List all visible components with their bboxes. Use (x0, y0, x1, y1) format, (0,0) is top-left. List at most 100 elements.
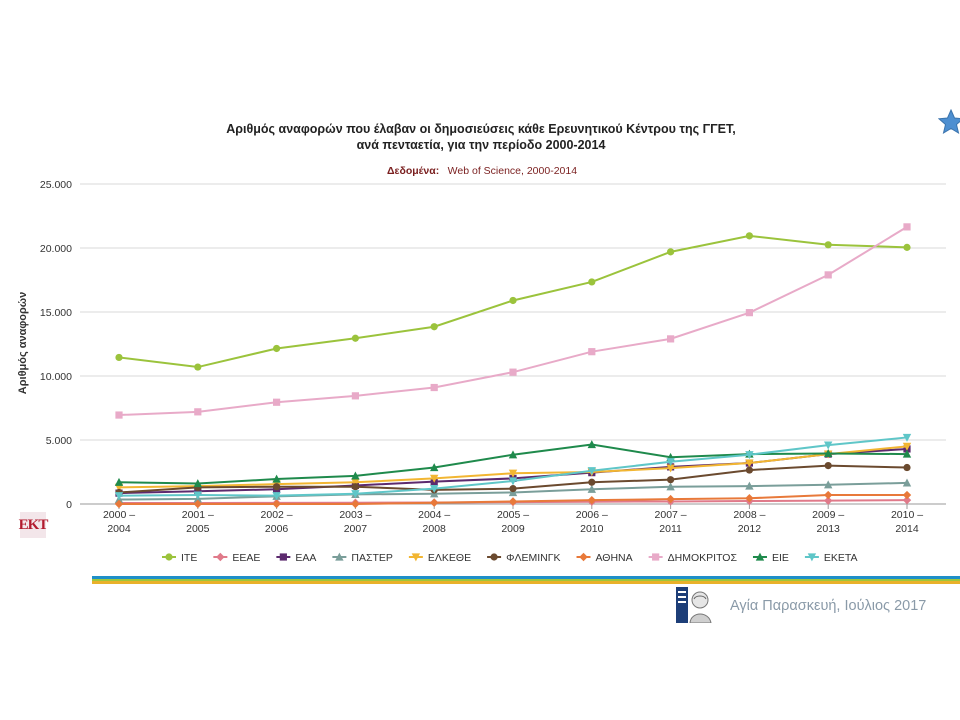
data-point (351, 334, 359, 342)
data-point (114, 477, 124, 486)
legend-label: ΙΤΕ (181, 552, 197, 564)
footer-caption: Αγία Παρασκευή, Ιούλιος 2017 (730, 598, 927, 614)
data-point (824, 449, 833, 458)
x-axis-ticks: 2000 –2004 2001 –2005 2002 –2006 2003 –2007… (103, 504, 923, 535)
data-point (666, 458, 675, 467)
data-point (115, 411, 123, 419)
data-point (745, 309, 753, 317)
data-point (902, 449, 912, 458)
legend-item[interactable]: ΕΛΚΕΘΕ (408, 552, 471, 564)
legend-label: ΔΗΜΟΚΡΙΤΟΣ (668, 552, 738, 564)
legend-marker (279, 553, 287, 561)
series-ΙΤΕ (115, 232, 911, 371)
legend-item[interactable]: ΕΕΑΕ (213, 552, 260, 564)
legend-label: ΠΑΣΤΕΡ (351, 552, 393, 564)
data-point (824, 462, 832, 470)
series-ΔΗΜΟΚΡΙΤΟΣ (115, 223, 911, 419)
data-point (272, 474, 281, 483)
legend: ΙΤΕ ΕΕΑΕ ΕΑΑ ΠΑΣΤΕΡ ΕΛΚΕΘΕ ΦΛΕΜΙΝΓΚ ΑΘΗΝΑ ΔΗΜΟΚ… (162, 552, 858, 564)
chart-title-line2: ανά πενταετία, για την περίοδο 2000-2014 (357, 138, 606, 152)
data-point (193, 491, 202, 500)
legend-item[interactable]: ΕΚΕΤΑ (804, 552, 858, 564)
x-tick-label: 2004 –2008 (418, 509, 450, 535)
legend-marker (755, 552, 765, 561)
data-point (273, 483, 281, 491)
x-tick-label: 2010 –2014 (891, 509, 923, 535)
series-ΕΚΕΤΑ (114, 433, 912, 501)
y-tick-label: 5.000 (46, 435, 72, 447)
source-label: Δεδομένα: (387, 165, 439, 177)
gget-logo-icon (676, 587, 712, 623)
data-point (745, 481, 754, 490)
data-point (193, 479, 202, 488)
legend-label: ΦΛΕΜΙΝΓΚ (506, 552, 560, 564)
data-point (351, 483, 359, 491)
data-point (508, 450, 518, 459)
data-point (902, 490, 912, 500)
data-point (509, 296, 517, 305)
data-point (114, 499, 124, 509)
legend-item[interactable]: ΑΘΗΝΑ (576, 552, 633, 564)
legend-label: ΕΑΑ (295, 552, 316, 564)
svg-text:Δεδομένα: Web of Science: Δεδομένα: Web of Science, 2000-2014 (387, 161, 577, 178)
data-point (667, 476, 675, 484)
data-point (903, 223, 911, 231)
x-tick-label: 2006 –2010 (576, 509, 608, 535)
stripe (92, 579, 960, 581)
data-point (902, 495, 912, 505)
legend-label: ΕΙΕ (772, 552, 789, 564)
stripe (92, 581, 960, 584)
data-point (351, 392, 359, 400)
data-point (193, 499, 202, 509)
data-point (666, 482, 675, 491)
data-point (667, 335, 675, 343)
x-tick-label: 2009 –2013 (812, 509, 844, 535)
star-icon (938, 109, 960, 135)
legend-marker (579, 552, 588, 562)
legend-item[interactable]: ΙΤΕ (162, 552, 197, 564)
legend-item[interactable]: ΦΛΕΜΙΝΓΚ (487, 552, 561, 564)
data-point (587, 484, 596, 493)
data-point (430, 498, 439, 507)
series-group (114, 223, 912, 509)
x-tick-label: 2001 –2005 (182, 509, 214, 535)
chart-title-line1: Αριθμός αναφορών που έλαβαν οι δημοσιεύσ… (226, 122, 735, 136)
data-point (508, 469, 518, 478)
data-point (745, 459, 754, 468)
data-point (273, 344, 281, 353)
legend-marker (335, 552, 344, 561)
legend-marker (652, 553, 660, 561)
data-point (903, 463, 911, 472)
y-axis-label: Αριθμός αναφορών (17, 292, 29, 394)
data-point (824, 441, 833, 450)
data-point (430, 463, 439, 472)
y-tick-label: 20.000 (40, 243, 72, 255)
data-point (588, 348, 596, 356)
data-point (903, 243, 911, 251)
data-point (508, 497, 518, 506)
y-tick-label: 15.000 (40, 307, 72, 319)
legend-item[interactable]: ΕΙΕ (752, 552, 789, 564)
legend-label: ΕΛΚΕΘΕ (428, 552, 471, 564)
data-point (667, 248, 675, 256)
legend-item[interactable]: ΠΑΣΤΕΡ (332, 552, 393, 564)
y-tick-label: 25.000 (40, 179, 72, 191)
data-point (824, 241, 832, 249)
series-ΑΘΗΝΑ (114, 490, 912, 509)
data-point (587, 467, 596, 476)
legend-label: ΑΘΗΝΑ (596, 552, 633, 564)
data-point (902, 442, 912, 451)
data-point (666, 494, 675, 504)
data-point (509, 485, 517, 493)
legend-item[interactable]: ΕΑΑ (276, 552, 316, 564)
legend-item[interactable]: ΔΗΜΟΚΡΙΤΟΣ (648, 552, 738, 564)
data-point (272, 492, 281, 501)
legend-marker (165, 553, 173, 561)
data-point (115, 353, 123, 362)
data-source: Δεδομένα: Web of Science, 2000-2014 (387, 161, 577, 178)
data-point (745, 451, 754, 460)
x-tick-label: 2005 –2009 (497, 509, 529, 535)
x-tick-label: 2008 –2012 (733, 509, 765, 535)
data-point (902, 478, 912, 487)
x-tick-label: 2007 –2011 (655, 509, 687, 535)
